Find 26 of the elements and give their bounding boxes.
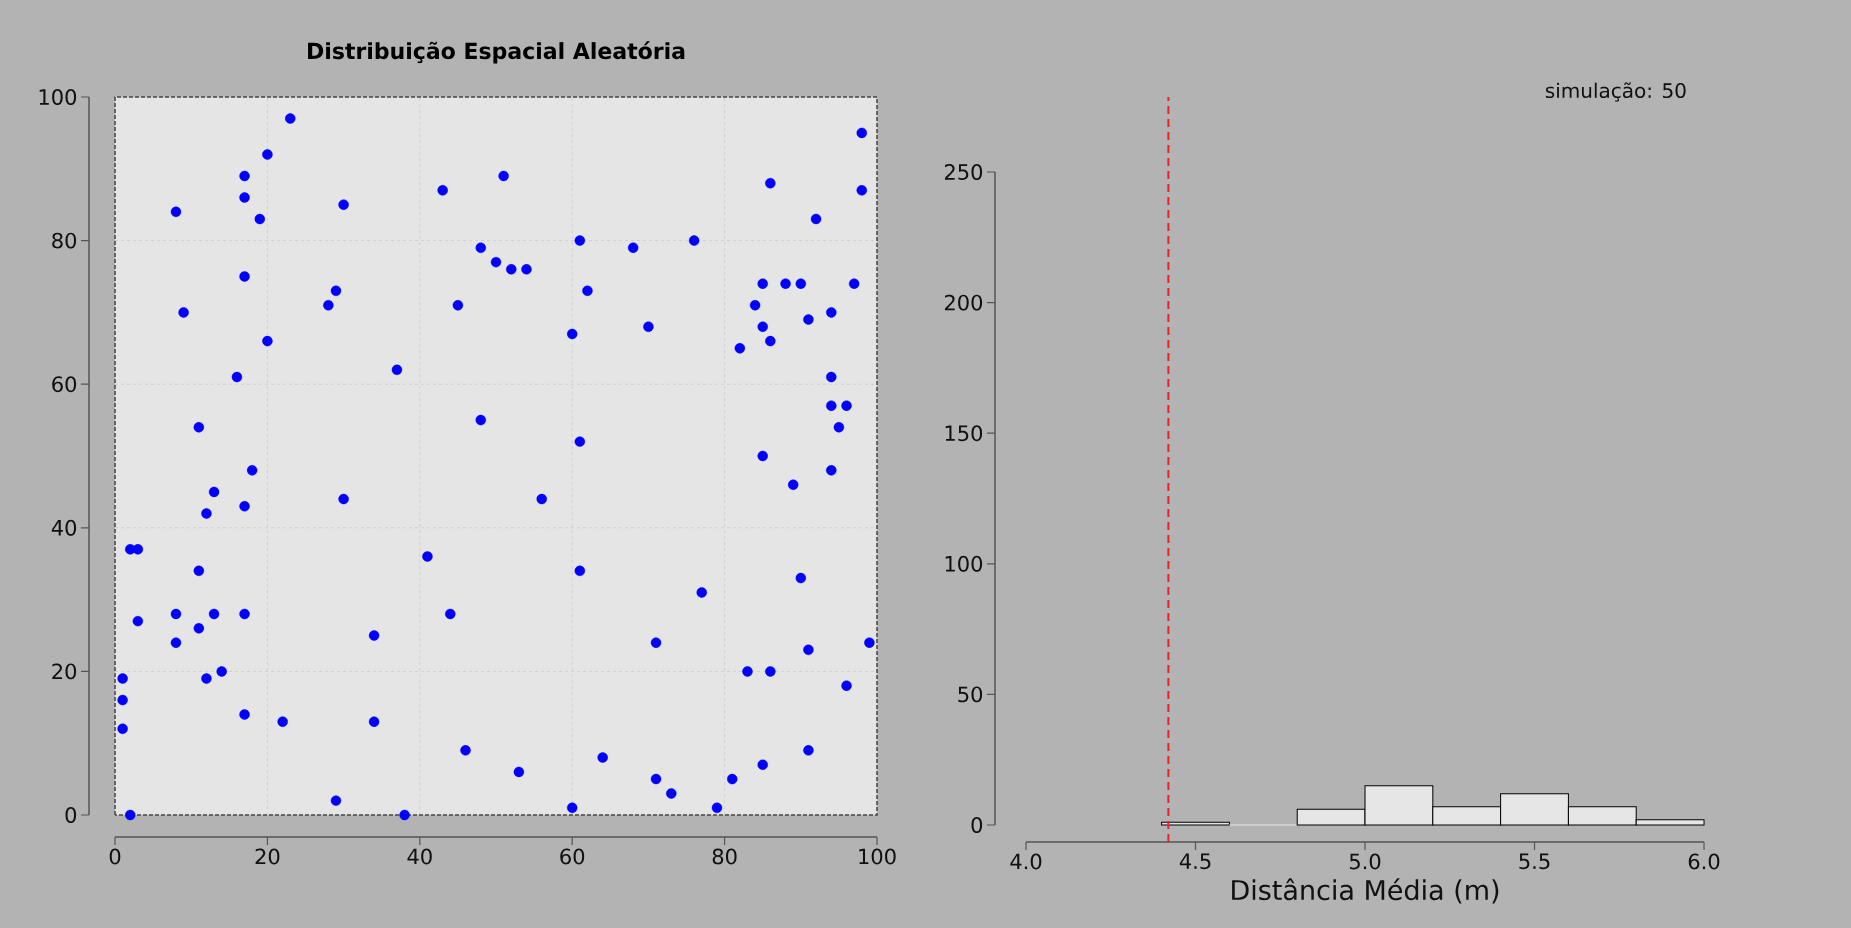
y-tick-label: 100 (945, 555, 983, 572)
x-tick-label: 4.5 (1179, 853, 1211, 870)
text: simulação: 50 (1545, 82, 1686, 102)
chart-title: Distribuição Espacial Aleatória (308, 41, 685, 64)
y-tick-label: 20 (52, 663, 77, 680)
x-axis-title: Distância Média (m) (1232, 878, 1499, 904)
y-tick-label: 40 (51, 519, 77, 536)
x-tick-label: 5.0 (1349, 853, 1381, 870)
x-tick-label: 4.0 (1010, 853, 1042, 870)
x-tick-label: 60 (560, 848, 585, 865)
x-tick-label: 20 (255, 848, 280, 865)
y-tick-label: 50 (958, 686, 983, 703)
x-tick-label: 6.0 (1688, 853, 1720, 870)
x-tick-label: 100 (859, 848, 896, 865)
y-tick-label: 150 (945, 425, 983, 442)
x-tick-label: 0 (109, 848, 121, 865)
y-tick-label: 250 (944, 164, 983, 180)
x-tick-label: 5.5 (1519, 853, 1550, 870)
y-tick-label: 0 (971, 817, 983, 833)
x-tick-label: 40 (407, 848, 432, 865)
y-tick-label: 200 (944, 294, 983, 311)
y-tick-label: 0 (65, 807, 77, 823)
y-tick-label: 80 (52, 232, 77, 249)
y-tick-label: 100 (39, 89, 77, 105)
y-tick-label: 60 (52, 376, 77, 393)
x-tick-label: 80 (712, 848, 737, 865)
